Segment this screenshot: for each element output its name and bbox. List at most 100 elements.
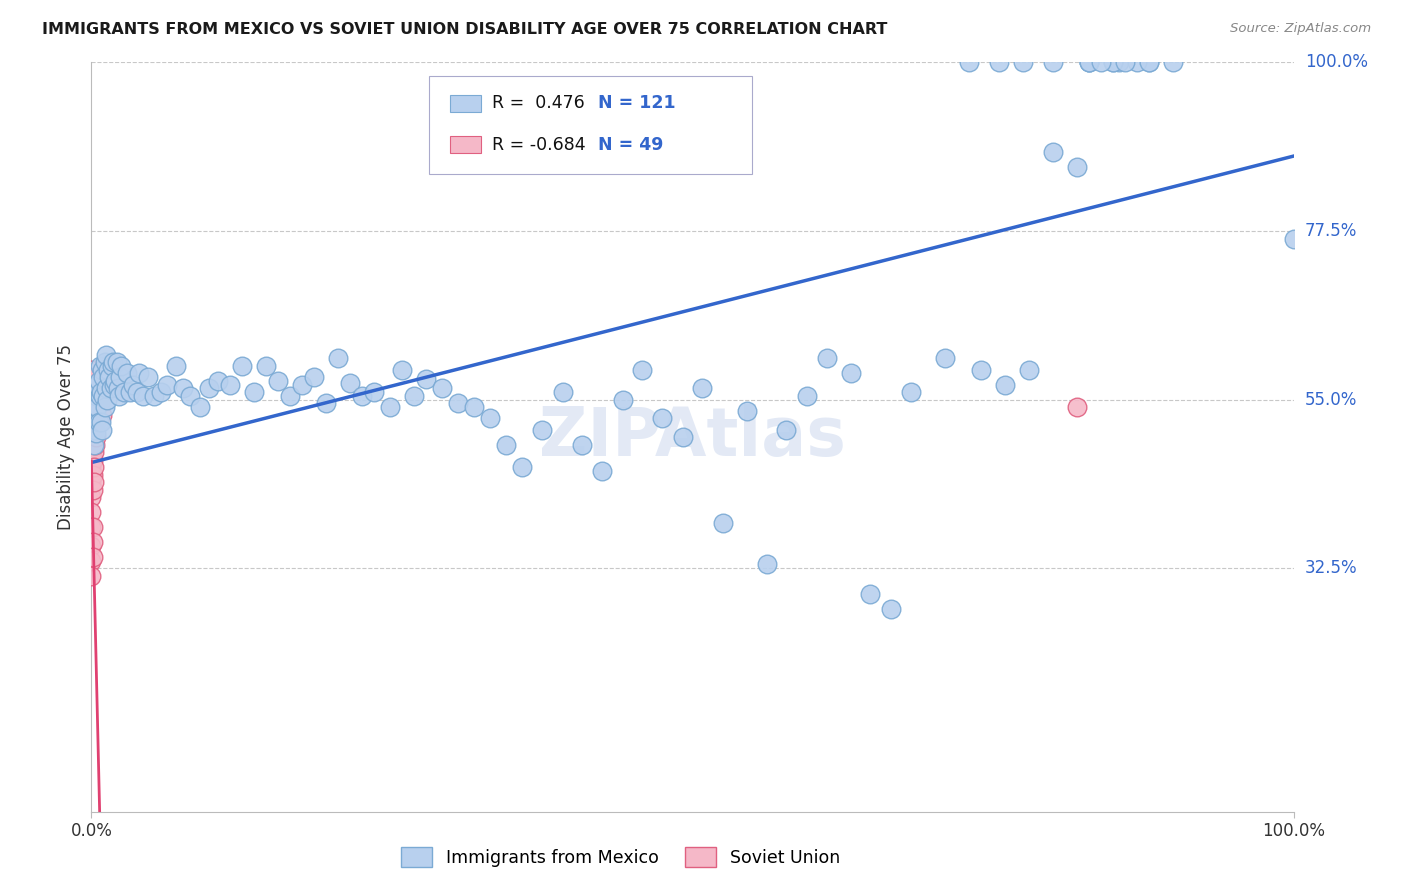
Text: N = 49: N = 49 bbox=[598, 136, 662, 153]
Point bbox=[82, 535, 104, 549]
Point bbox=[87, 415, 110, 429]
Point bbox=[84, 408, 107, 422]
Point bbox=[267, 374, 290, 388]
Point bbox=[735, 404, 758, 418]
Point bbox=[988, 55, 1011, 70]
Point bbox=[80, 385, 103, 400]
Point bbox=[415, 371, 437, 385]
Point bbox=[495, 437, 517, 451]
Point bbox=[84, 400, 107, 414]
Point bbox=[1102, 55, 1125, 70]
Point bbox=[1137, 55, 1160, 70]
Point bbox=[84, 437, 107, 451]
Text: 55.0%: 55.0% bbox=[1305, 391, 1357, 409]
Point bbox=[479, 411, 502, 425]
Point bbox=[80, 381, 103, 395]
Point bbox=[84, 423, 107, 437]
Point bbox=[108, 389, 131, 403]
Point bbox=[1018, 362, 1040, 376]
Point bbox=[89, 396, 111, 410]
Point bbox=[571, 437, 593, 451]
Point bbox=[97, 362, 120, 376]
Point bbox=[105, 355, 128, 369]
Point bbox=[84, 423, 107, 437]
Point bbox=[591, 464, 613, 478]
Point bbox=[165, 359, 187, 373]
Point bbox=[82, 483, 104, 497]
Point bbox=[86, 392, 108, 407]
Point bbox=[339, 376, 361, 391]
Point bbox=[86, 408, 108, 422]
Point bbox=[112, 385, 135, 400]
Legend: Immigrants from Mexico, Soviet Union: Immigrants from Mexico, Soviet Union bbox=[394, 840, 846, 874]
Point bbox=[80, 430, 103, 444]
Point bbox=[1108, 55, 1130, 70]
Point bbox=[110, 359, 132, 373]
Point bbox=[291, 377, 314, 392]
Point bbox=[80, 467, 103, 482]
Point bbox=[84, 389, 107, 403]
Point bbox=[172, 381, 194, 395]
Point bbox=[80, 460, 103, 475]
Point bbox=[775, 423, 797, 437]
Point bbox=[315, 396, 337, 410]
Point bbox=[84, 415, 107, 429]
Point bbox=[80, 400, 103, 414]
Point bbox=[110, 370, 132, 384]
Point bbox=[87, 374, 110, 388]
Point bbox=[350, 389, 373, 403]
Point bbox=[100, 381, 122, 395]
Point bbox=[83, 475, 105, 489]
Point bbox=[80, 396, 103, 410]
Point bbox=[82, 452, 104, 467]
Point bbox=[756, 558, 779, 572]
Point bbox=[815, 351, 838, 366]
Point bbox=[711, 516, 734, 531]
Point bbox=[80, 437, 103, 451]
Point bbox=[188, 400, 211, 414]
Point bbox=[1161, 55, 1184, 70]
Point bbox=[531, 423, 554, 437]
Point bbox=[83, 396, 105, 410]
Point bbox=[1137, 55, 1160, 70]
Point bbox=[80, 520, 103, 534]
Point bbox=[242, 385, 264, 400]
Point bbox=[82, 520, 104, 534]
Point bbox=[378, 400, 401, 414]
Point bbox=[84, 430, 107, 444]
Point bbox=[218, 377, 240, 392]
Point bbox=[82, 467, 104, 482]
Text: 77.5%: 77.5% bbox=[1305, 222, 1357, 240]
Point bbox=[83, 460, 105, 475]
Point bbox=[103, 377, 125, 392]
Point bbox=[970, 362, 993, 376]
Point bbox=[859, 587, 882, 601]
Text: 100.0%: 100.0% bbox=[1305, 54, 1368, 71]
Point bbox=[142, 389, 165, 403]
Point bbox=[179, 389, 201, 403]
Point bbox=[91, 423, 114, 437]
Point bbox=[93, 389, 115, 403]
Point bbox=[1012, 55, 1035, 70]
Point bbox=[80, 423, 103, 437]
Point bbox=[101, 355, 124, 369]
Point bbox=[1282, 231, 1305, 245]
Point bbox=[1042, 145, 1064, 160]
Point bbox=[391, 362, 413, 376]
Point bbox=[122, 377, 145, 392]
Point bbox=[326, 351, 349, 366]
Point bbox=[90, 385, 112, 400]
Point bbox=[934, 351, 956, 366]
Point bbox=[690, 381, 713, 395]
Point bbox=[101, 359, 124, 373]
Point bbox=[432, 381, 454, 395]
Point bbox=[80, 374, 103, 388]
Point bbox=[80, 568, 103, 582]
Text: 32.5%: 32.5% bbox=[1305, 559, 1357, 577]
Point bbox=[91, 408, 114, 422]
Point bbox=[96, 392, 118, 407]
Point bbox=[1066, 400, 1088, 414]
Point bbox=[1090, 55, 1112, 70]
Point bbox=[98, 370, 121, 384]
Point bbox=[839, 367, 862, 381]
